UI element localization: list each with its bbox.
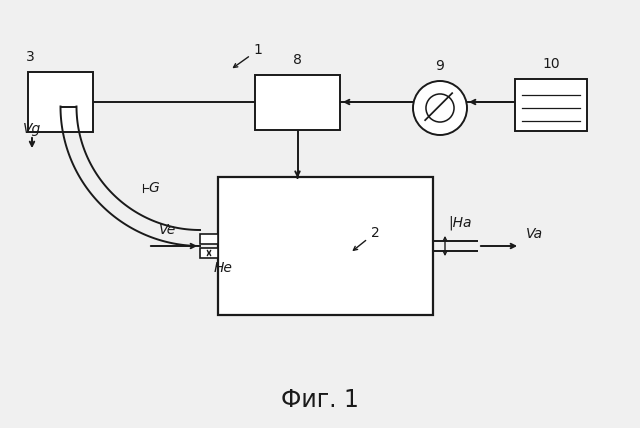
Bar bbox=[200, 234, 218, 244]
Text: 9: 9 bbox=[436, 59, 444, 73]
Text: Vg: Vg bbox=[23, 122, 41, 136]
Text: 3: 3 bbox=[26, 50, 35, 64]
Bar bbox=[200, 248, 218, 258]
Text: G: G bbox=[148, 181, 159, 195]
Circle shape bbox=[426, 94, 454, 122]
Bar bbox=[515, 79, 587, 131]
Bar bbox=[255, 75, 340, 130]
Text: 2: 2 bbox=[353, 226, 380, 250]
Bar bbox=[218, 177, 433, 315]
Text: 10: 10 bbox=[542, 57, 560, 71]
Circle shape bbox=[413, 81, 467, 135]
Text: Ve: Ve bbox=[159, 223, 177, 237]
Text: 8: 8 bbox=[293, 53, 302, 67]
Text: 1: 1 bbox=[234, 43, 262, 68]
Bar bbox=[28, 72, 93, 132]
Text: Va: Va bbox=[526, 227, 543, 241]
Text: |Ha: |Ha bbox=[448, 216, 472, 230]
Text: Фиг. 1: Фиг. 1 bbox=[281, 388, 359, 412]
Text: He: He bbox=[214, 261, 233, 275]
